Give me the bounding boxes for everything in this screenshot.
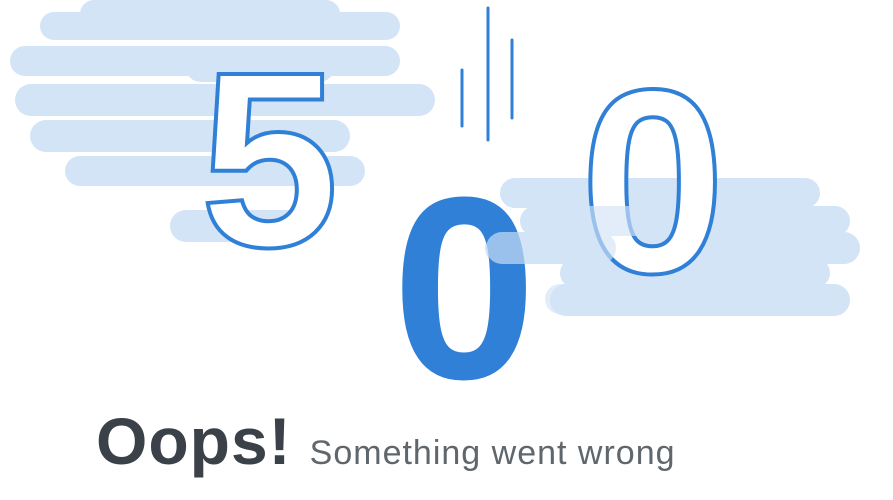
cloud-upper-left: [10, 0, 435, 242]
error-digit-zero-solid: 0: [392, 144, 537, 434]
motion-lines: [460, 6, 514, 142]
error-digit-zero-right: 0: [580, 35, 726, 328]
cloud-overlay: [486, 206, 655, 314]
error-message: Oops! Something went wrong: [96, 408, 856, 488]
error-detail: Something went wrong: [309, 434, 676, 472]
error-digit-five: 5: [200, 20, 339, 299]
error-headline: Oops!: [96, 404, 292, 478]
